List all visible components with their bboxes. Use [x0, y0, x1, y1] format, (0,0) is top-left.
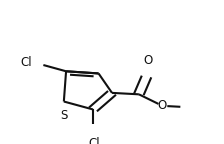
Text: Cl: Cl [21, 56, 32, 69]
Text: O: O [158, 99, 167, 112]
Text: O: O [143, 54, 153, 67]
Text: Cl: Cl [88, 137, 100, 144]
Text: S: S [60, 109, 67, 122]
